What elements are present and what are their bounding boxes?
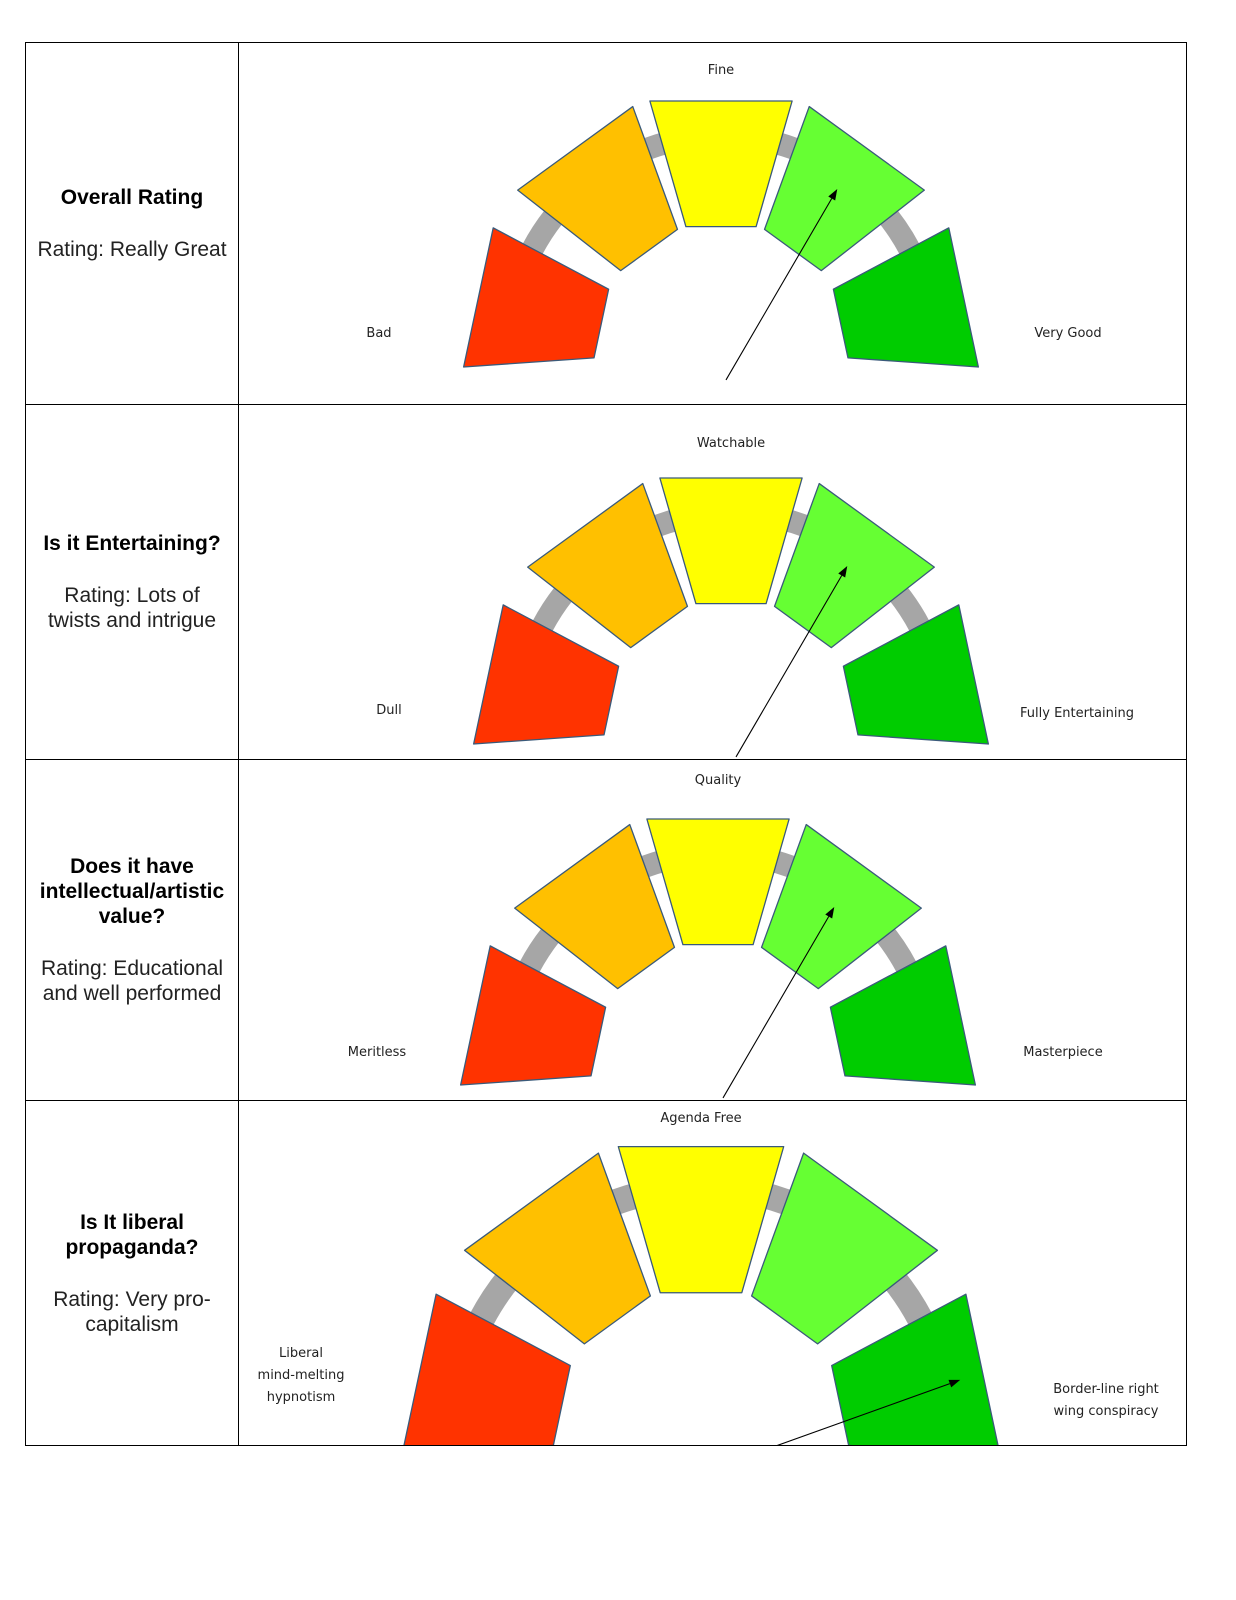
answer-text: Rating: Really Great: [37, 238, 227, 261]
rating-row-propaganda: Is It liberal propaganda? Rating: Very p…: [25, 1100, 1187, 1446]
gauge-segment-4: [750, 1151, 939, 1345]
gauge-segment-5: [842, 603, 990, 745]
rating-gauge: Liberal mind-melting hypnotism Agenda Free B…: [258, 1111, 1159, 1445]
gauge-right-label: Masterpiece: [1023, 1045, 1102, 1060]
rating-row-artistic: Does it have intellectual/artistic value…: [25, 759, 1187, 1101]
pointer-arrow: [776, 1379, 961, 1445]
gauge-segment-5: [831, 1293, 999, 1445]
gauge-segment-4: [760, 823, 922, 989]
gauge-segment-2: [463, 1151, 652, 1345]
gauge-right-label: Very Good: [1034, 326, 1101, 341]
rating-row-entertaining: Is it Entertaining? Rating: Lots of twis…: [25, 404, 1187, 760]
pointer-arrow: [735, 565, 848, 757]
rating-gauge: Bad Fine Very Good: [366, 63, 1102, 380]
gauge-segment-1: [472, 603, 620, 745]
gauge-right-label: Fully Entertaining: [1020, 706, 1134, 721]
gauge-segment-3: [649, 99, 793, 227]
answer-text: Rating: Lots of twists and intrigue: [47, 584, 217, 632]
question-text: Overall Rating: [60, 186, 204, 209]
gauge-segment-1: [459, 944, 607, 1086]
gauge-top-label: Quality: [695, 773, 742, 788]
gauge-cell: Meritless Quality Masterpiece: [238, 759, 1187, 1101]
answer-text: Rating: Very pro-capitalism: [53, 1287, 211, 1336]
gauge-segment-3: [617, 1145, 785, 1293]
gauge-segment-1: [462, 226, 610, 368]
rating-gauge: Dull Watchable Fully Entertaining: [376, 436, 1134, 757]
gauge-cell: Liberal mind-melting hypnotism Agenda Free B…: [238, 1100, 1187, 1446]
question-cell: Is It liberal propaganda? Rating: Very p…: [25, 1100, 239, 1446]
gauge-top-label: Agenda Free: [660, 1111, 741, 1126]
question-cell: Does it have intellectual/artistic value…: [25, 759, 239, 1101]
rating-table: Overall Rating Rating: Really Great Bad F…: [25, 42, 1187, 1446]
pointer-arrow: [725, 188, 838, 380]
gauge-cell: Dull Watchable Fully Entertaining: [238, 404, 1187, 760]
gauge-segment-3: [646, 817, 790, 945]
gauge-segment-5: [832, 226, 980, 368]
gauge-segment-3: [659, 476, 803, 604]
gauge-left-label: Liberal mind-melting hypnotism: [258, 1346, 345, 1405]
answer-text: Rating: Educational and well performed: [40, 957, 224, 1005]
gauge-left-label: Bad: [366, 326, 391, 341]
question-text: Is It liberal propaganda?: [65, 1210, 199, 1259]
gauge-segment-5: [829, 944, 977, 1086]
gauge-top-label: Fine: [708, 63, 734, 78]
gauge-right-label: Border-line right wing conspiracy: [1053, 1382, 1159, 1419]
gauge-segment-1: [403, 1293, 571, 1445]
gauge-segment-2: [514, 823, 676, 989]
gauge-left-label: Meritless: [348, 1045, 407, 1060]
gauge-segment-2: [517, 105, 679, 271]
gauge-segment-2: [527, 482, 689, 648]
question-text: Does it have intellectual/artistic value…: [39, 855, 225, 928]
question-cell: Overall Rating Rating: Really Great: [25, 42, 239, 405]
pointer-arrow: [722, 906, 835, 1098]
gauge-left-label: Dull: [376, 703, 401, 718]
gauge-cell: Bad Fine Very Good: [238, 42, 1187, 405]
rating-gauge: Meritless Quality Masterpiece: [348, 773, 1103, 1098]
question-cell: Is it Entertaining? Rating: Lots of twis…: [25, 404, 239, 760]
rating-row-overall: Overall Rating Rating: Really Great Bad F…: [25, 42, 1187, 405]
gauge-segment-4: [773, 482, 935, 648]
gauge-top-label: Watchable: [697, 436, 765, 451]
question-text: Is it Entertaining?: [43, 532, 221, 555]
gauge-segment-4: [763, 105, 925, 271]
